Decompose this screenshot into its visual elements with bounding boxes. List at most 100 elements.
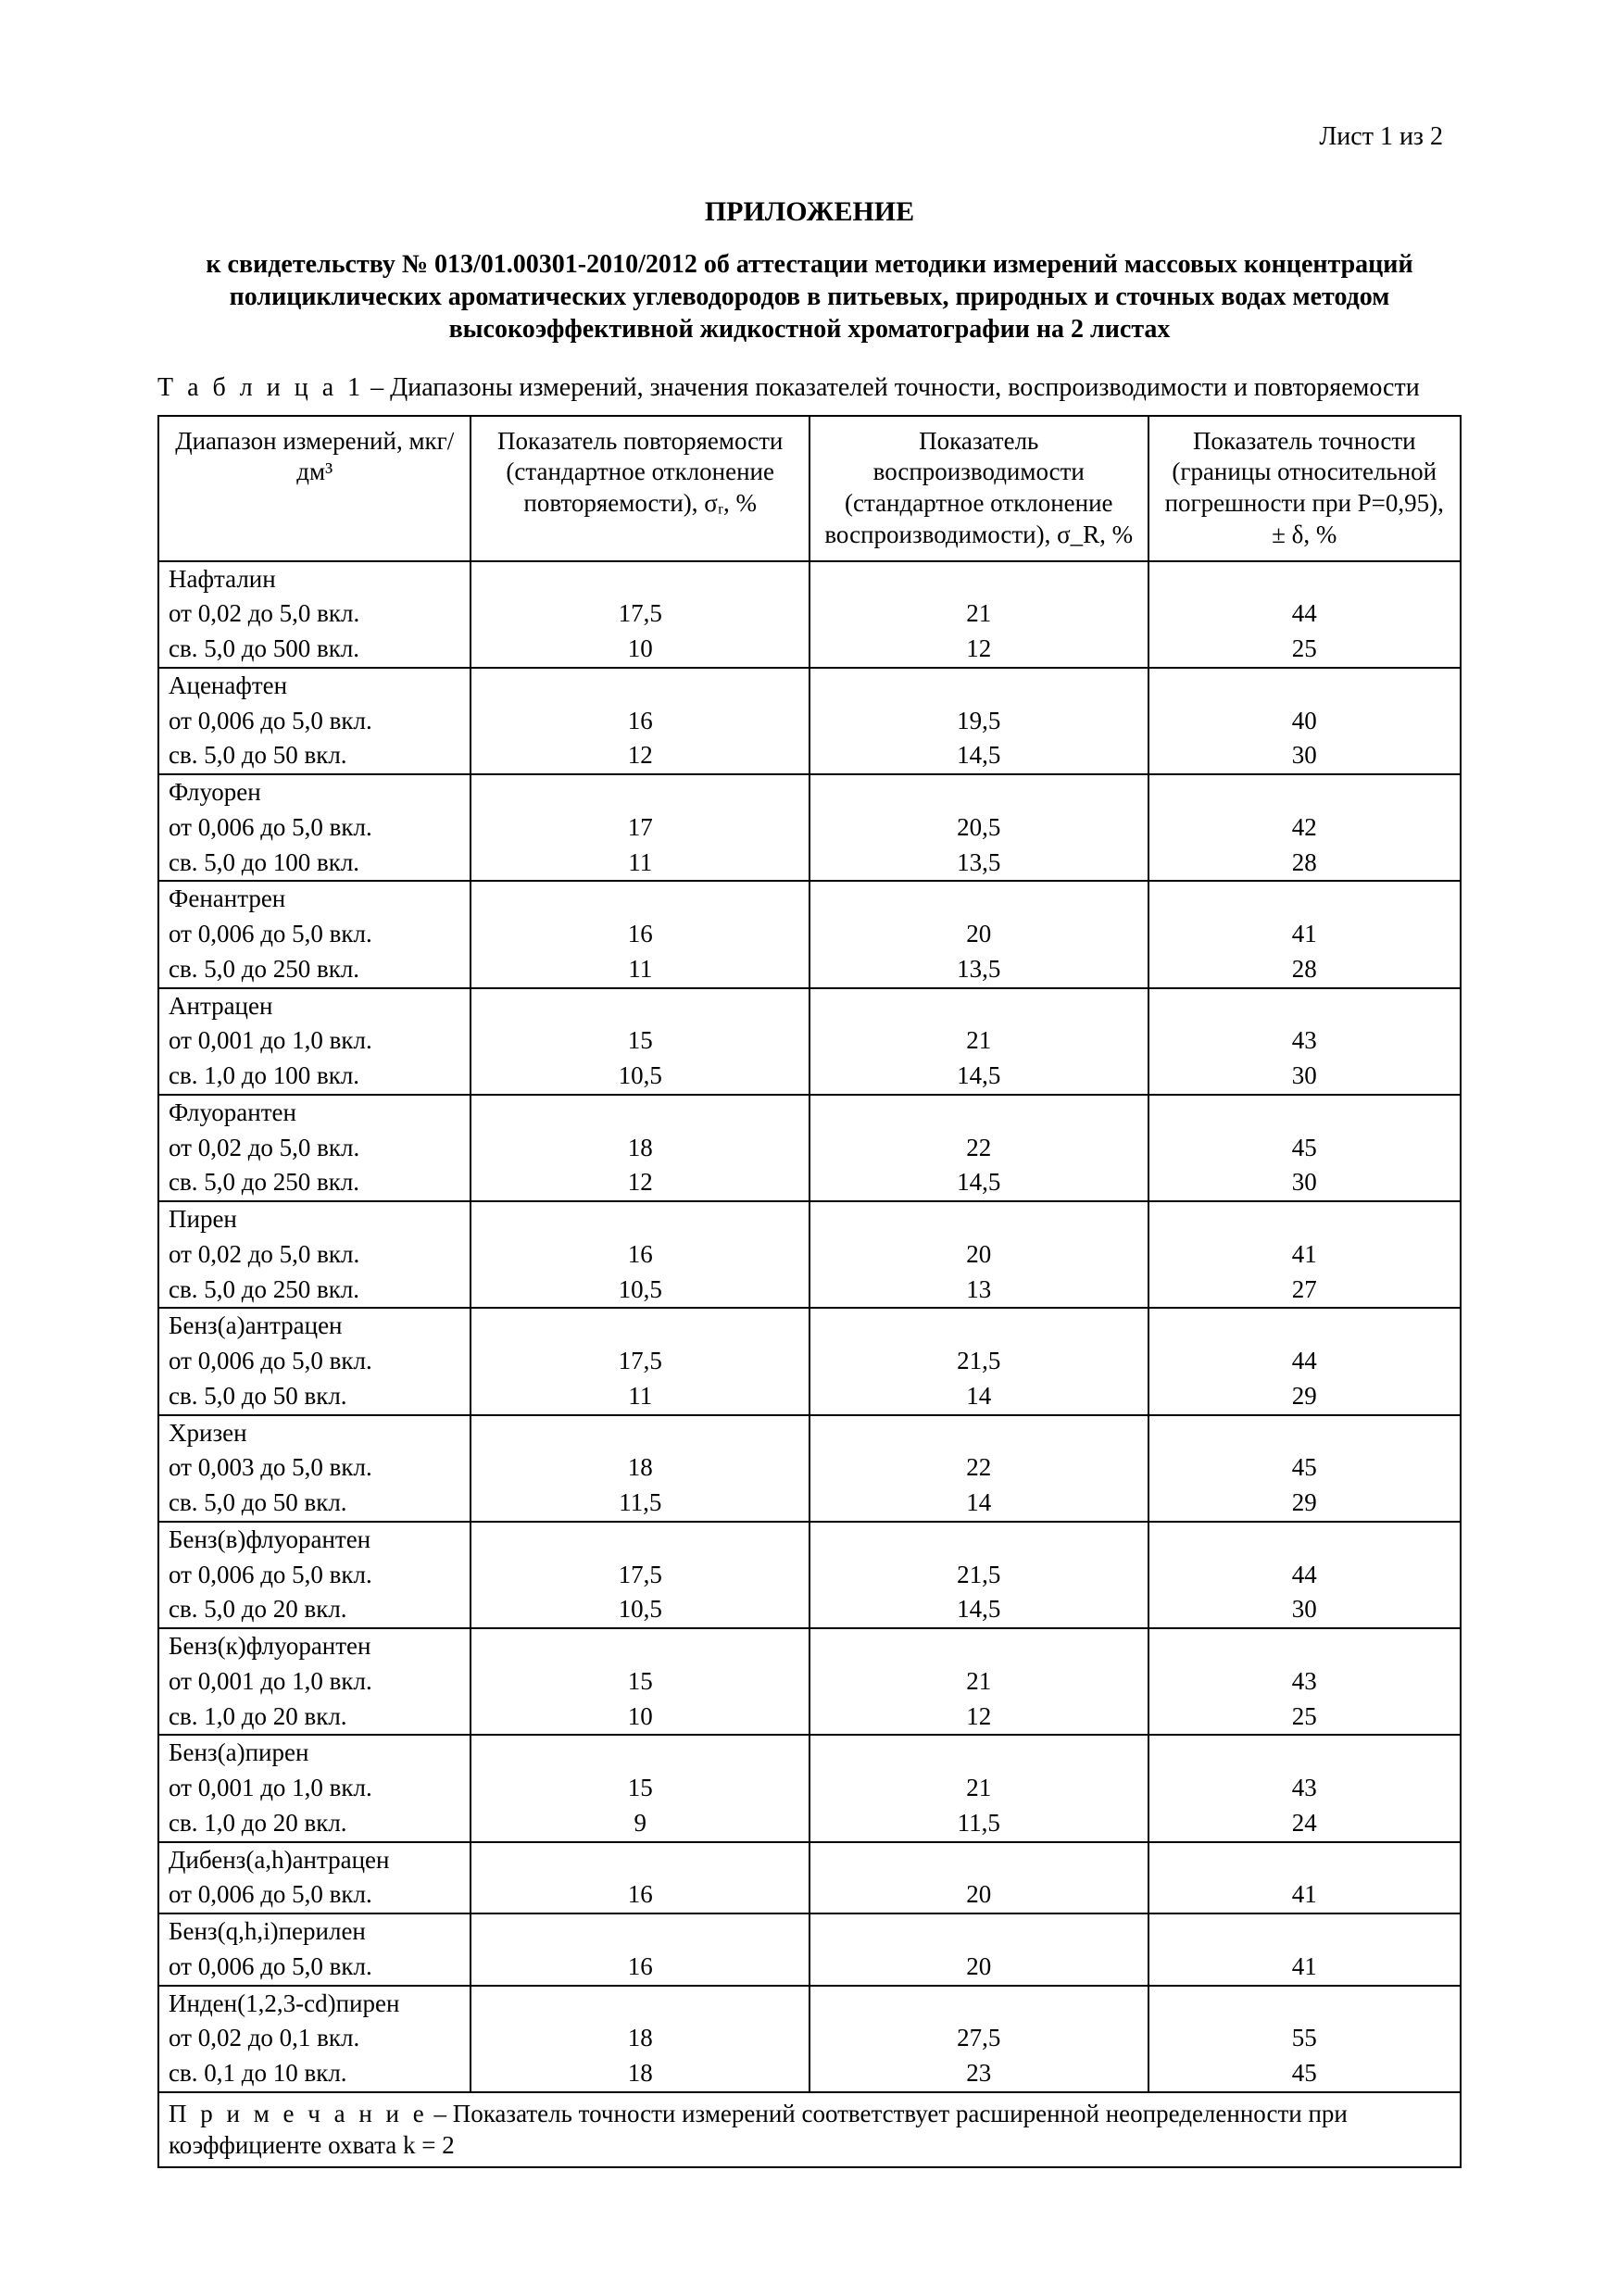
range-cell: св. 5,0 до 250 вкл. [158, 1165, 471, 1201]
repeatability-cell: 11 [471, 1379, 810, 1415]
accuracy-cell: 45 [1148, 1450, 1461, 1486]
reproducibility-cell: 21 [810, 1771, 1148, 1806]
empty-cell [471, 1735, 810, 1771]
repeatability-cell: 18 [471, 1450, 810, 1486]
range-cell: св. 0,1 до 10 вкл. [158, 2056, 471, 2092]
empty-cell [1148, 774, 1461, 810]
note-row: П р и м е ч а н и е – Показатель точност… [158, 2092, 1461, 2168]
table-row: от 0,02 до 5,0 вкл.162041 [158, 1237, 1461, 1273]
group-name-cell: Бенз(а)пирен [158, 1735, 471, 1771]
table-caption-text: – Диапазоны измерений, значения показате… [364, 373, 1420, 402]
group-name-cell: Флуорен [158, 774, 471, 810]
empty-cell [471, 561, 810, 597]
table-row: от 0,003 до 5,0 вкл.182245 [158, 1450, 1461, 1486]
accuracy-cell: 42 [1148, 810, 1461, 846]
group-name-row: Бенз(q,h,i)перилен [158, 1913, 1461, 1950]
table-row: от 0,006 до 5,0 вкл.1619,540 [158, 704, 1461, 739]
group-name-row: Флуорантен [158, 1095, 1461, 1131]
group-name-row: Фенантрен [158, 881, 1461, 917]
group-name-cell: Флуорантен [158, 1095, 471, 1131]
reproducibility-cell: 19,5 [810, 704, 1148, 739]
group-name-row: Дибенз(a,h)антрацен [158, 1842, 1461, 1878]
group-name-row: Хризен [158, 1415, 1461, 1451]
empty-cell [810, 1522, 1148, 1558]
empty-cell [471, 1628, 810, 1664]
repeatability-cell: 18 [471, 1131, 810, 1166]
range-cell: от 0,02 до 5,0 вкл. [158, 596, 471, 632]
accuracy-cell: 30 [1148, 738, 1461, 774]
repeatability-cell: 10,5 [471, 1592, 810, 1628]
table-row: от 0,02 до 5,0 вкл.17,52144 [158, 596, 1461, 632]
table-row: от 0,006 до 5,0 вкл.1720,542 [158, 810, 1461, 846]
empty-cell [810, 774, 1148, 810]
empty-cell [810, 668, 1148, 704]
table-row: св. 1,0 до 20 вкл.101225 [158, 1700, 1461, 1736]
accuracy-cell: 25 [1148, 1700, 1461, 1736]
repeatability-cell: 17,5 [471, 1344, 810, 1379]
empty-cell [1148, 1986, 1461, 2022]
accuracy-cell: 43 [1148, 1771, 1461, 1806]
repeatability-cell: 16 [471, 1237, 810, 1273]
table-row: от 0,006 до 5,0 вкл.162041 [158, 917, 1461, 952]
group-name-cell: Аценафтен [158, 668, 471, 704]
table-row: от 0,006 до 5,0 вкл.162041 [158, 1877, 1461, 1913]
reproducibility-cell: 14,5 [810, 1165, 1148, 1201]
reproducibility-cell: 20 [810, 1877, 1148, 1913]
empty-cell [471, 1842, 810, 1878]
repeatability-cell: 10 [471, 632, 810, 668]
empty-cell [1148, 1842, 1461, 1878]
empty-cell [471, 988, 810, 1024]
empty-cell [471, 774, 810, 810]
note-label: П р и м е ч а н и е [169, 2100, 428, 2127]
reproducibility-cell: 21 [810, 1023, 1148, 1059]
accuracy-cell: 41 [1148, 1237, 1461, 1273]
empty-cell [1148, 1095, 1461, 1131]
empty-cell [810, 988, 1148, 1024]
table-row: от 0,02 до 5,0 вкл.182245 [158, 1131, 1461, 1166]
repeatability-cell: 10 [471, 1700, 810, 1736]
group-name-cell: Пирен [158, 1201, 471, 1237]
accuracy-cell: 27 [1148, 1273, 1461, 1309]
range-cell: от 0,006 до 5,0 вкл. [158, 1877, 471, 1913]
accuracy-cell: 41 [1148, 1877, 1461, 1913]
group-name-row: Инден(1,2,3-cd)пирен [158, 1986, 1461, 2022]
note-cell: П р и м е ч а н и е – Показатель точност… [158, 2092, 1461, 2168]
accuracy-cell: 43 [1148, 1023, 1461, 1059]
reproducibility-cell: 20,5 [810, 810, 1148, 846]
empty-cell [810, 1308, 1148, 1344]
range-cell: св. 1,0 до 20 вкл. [158, 1806, 471, 1842]
group-name-row: Бенз(в)флуорантен [158, 1522, 1461, 1558]
accuracy-cell: 24 [1148, 1806, 1461, 1842]
empty-cell [471, 1913, 810, 1950]
accuracy-cell: 30 [1148, 1059, 1461, 1095]
col-header-repeatability: Показатель повторяемости (стандартное от… [471, 416, 810, 561]
range-cell: от 0,001 до 1,0 вкл. [158, 1771, 471, 1806]
reproducibility-cell: 20 [810, 917, 1148, 952]
accuracy-cell: 44 [1148, 1344, 1461, 1379]
accuracy-cell: 41 [1148, 1950, 1461, 1986]
repeatability-cell: 17,5 [471, 596, 810, 632]
group-name-cell: Фенантрен [158, 881, 471, 917]
empty-cell [810, 1986, 1148, 2022]
group-name-cell: Бенз(к)флуорантен [158, 1628, 471, 1664]
repeatability-cell: 16 [471, 917, 810, 952]
table-row: от 0,001 до 1,0 вкл.152143 [158, 1771, 1461, 1806]
table-header-row: Диапазон измерений, мкг/дм³ Показатель п… [158, 416, 1461, 561]
table-row: св. 5,0 до 100 вкл.1113,528 [158, 846, 1461, 882]
range-cell: св. 5,0 до 20 вкл. [158, 1592, 471, 1628]
group-name-cell: Бенз(q,h,i)перилен [158, 1913, 471, 1950]
repeatability-cell: 18 [471, 2056, 810, 2092]
reproducibility-cell: 14,5 [810, 1059, 1148, 1095]
repeatability-cell: 10,5 [471, 1273, 810, 1309]
table-row: св. 5,0 до 50 вкл.11,51429 [158, 1486, 1461, 1522]
table-row: св. 5,0 до 50 вкл.111429 [158, 1379, 1461, 1415]
group-name-cell: Дибенз(a,h)антрацен [158, 1842, 471, 1878]
empty-cell [1148, 988, 1461, 1024]
empty-cell [1148, 1522, 1461, 1558]
empty-cell [1148, 1628, 1461, 1664]
table-row: св. 5,0 до 50 вкл.1214,530 [158, 738, 1461, 774]
range-cell: от 0,003 до 5,0 вкл. [158, 1450, 471, 1486]
repeatability-cell: 15 [471, 1023, 810, 1059]
empty-cell [810, 561, 1148, 597]
empty-cell [1148, 561, 1461, 597]
